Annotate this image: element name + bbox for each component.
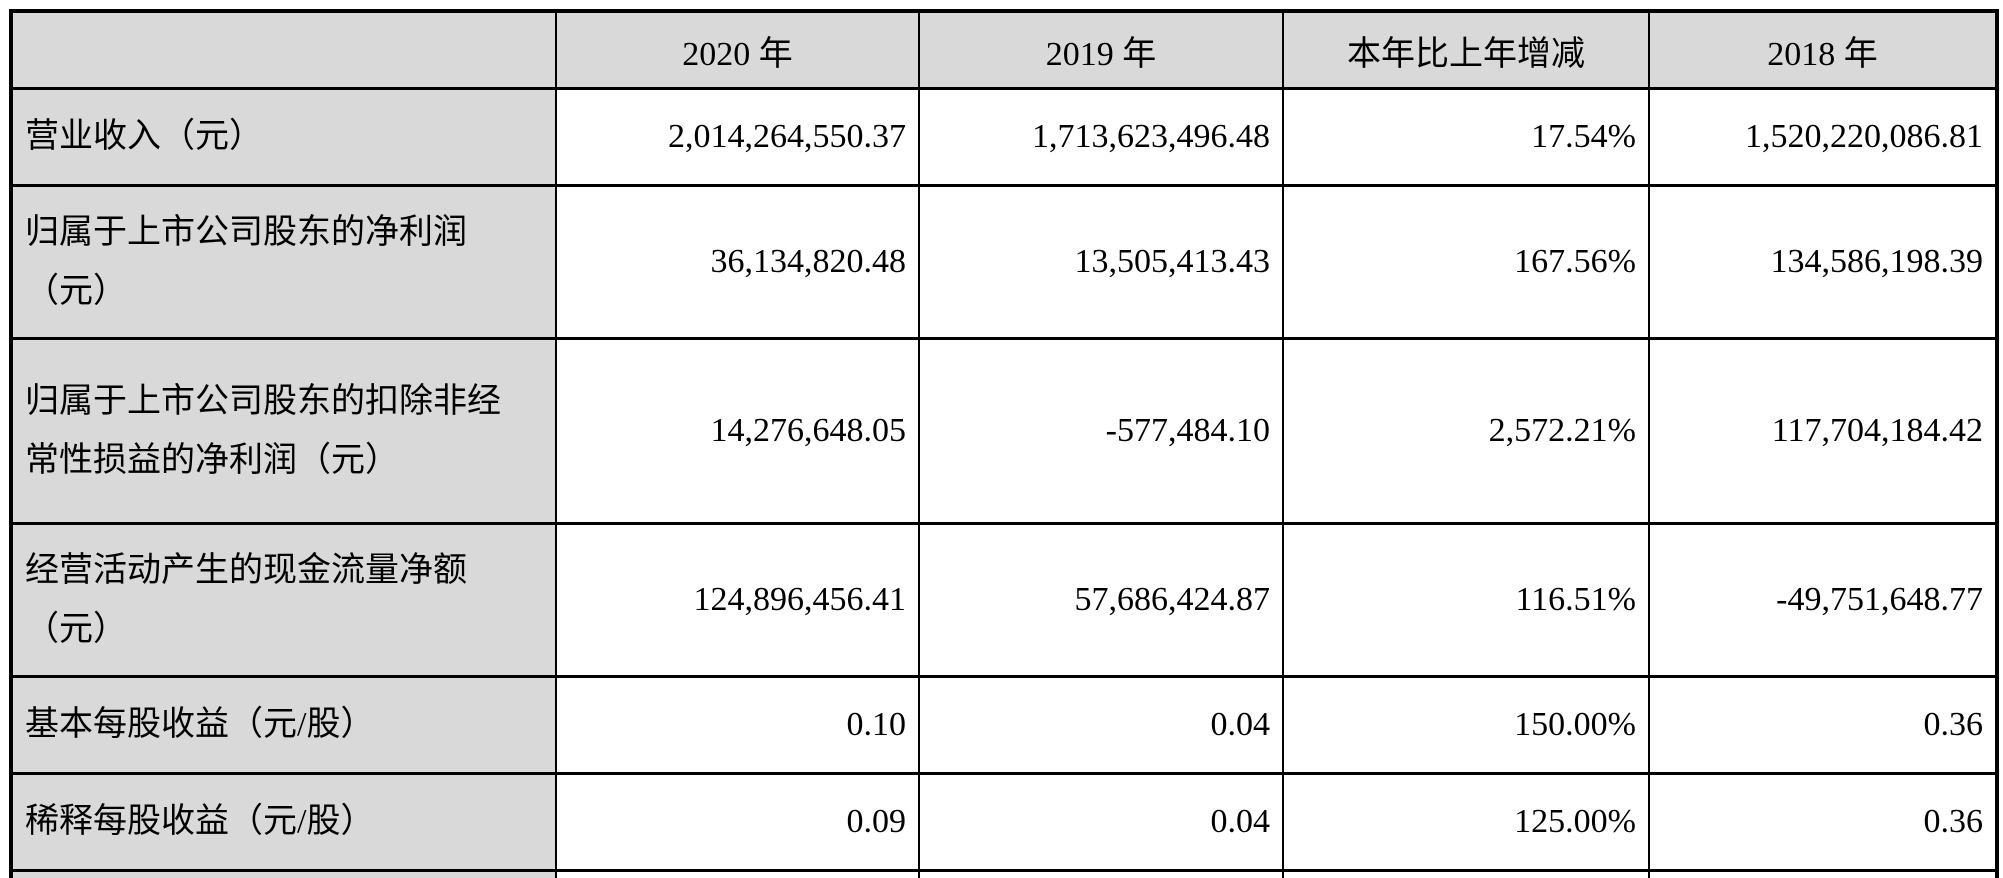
row-label: 基本每股收益（元/股） — [10, 675, 557, 775]
row-label: 经营活动产生的现金流量净额（元） — [10, 522, 557, 678]
row-label: 营业收入（元） — [10, 87, 557, 187]
table-row-net-profit: 归属于上市公司股东的净利润（元） 36,134,820.48 13,505,41… — [10, 184, 1998, 340]
table-row-weighted-avg-roe: 加权平均净资产收益率 2.85% 1.07% 1.78% 11.69% — [10, 869, 1998, 878]
value-change: 167.56% — [1282, 184, 1650, 340]
value-2019: -577,484.10 — [918, 337, 1284, 525]
row-label: 归属于上市公司股东的扣除非经常性损益的净利润（元） — [10, 337, 557, 525]
value-2019: 0.04 — [918, 772, 1284, 872]
value-2018: 134,586,198.39 — [1648, 184, 1998, 340]
value-change: 2,572.21% — [1282, 337, 1650, 525]
row-label: 加权平均净资产收益率 — [10, 869, 557, 878]
header-cell-2018: 2018 年 — [1648, 9, 1998, 90]
table-row-basic-eps: 基本每股收益（元/股） 0.10 0.04 150.00% 0.36 — [10, 675, 1998, 775]
value-2019: 13,505,413.43 — [918, 184, 1284, 340]
value-change: 116.51% — [1282, 522, 1650, 678]
header-cell-change: 本年比上年增减 — [1282, 9, 1650, 90]
value-2019: 1,713,623,496.48 — [918, 87, 1284, 187]
value-2019: 57,686,424.87 — [918, 522, 1284, 678]
table-row-diluted-eps: 稀释每股收益（元/股） 0.09 0.04 125.00% 0.36 — [10, 772, 1998, 872]
header-cell-2019: 2019 年 — [918, 9, 1284, 90]
value-2018: -49,751,648.77 — [1648, 522, 1998, 678]
value-change: 17.54% — [1282, 87, 1650, 187]
value-2018: 0.36 — [1648, 675, 1998, 775]
value-2019: 1.07% — [918, 869, 1284, 878]
value-2020: 2.85% — [555, 869, 920, 878]
row-label: 归属于上市公司股东的净利润（元） — [10, 184, 557, 340]
value-change: 125.00% — [1282, 772, 1650, 872]
table-row-revenue: 营业收入（元） 2,014,264,550.37 1,713,623,496.4… — [10, 87, 1998, 187]
value-2018: 117,704,184.42 — [1648, 337, 1998, 525]
value-2020: 2,014,264,550.37 — [555, 87, 920, 187]
value-2020: 0.10 — [555, 675, 920, 775]
value-2020: 0.09 — [555, 772, 920, 872]
value-2018: 0.36 — [1648, 772, 1998, 872]
table-header-row: 2020 年 2019 年 本年比上年增减 2018 年 — [10, 9, 1998, 90]
header-cell-2020: 2020 年 — [555, 9, 920, 90]
row-label: 稀释每股收益（元/股） — [10, 772, 557, 872]
value-2020: 36,134,820.48 — [555, 184, 920, 340]
value-2019: 0.04 — [918, 675, 1284, 775]
financial-summary-table: 2020 年 2019 年 本年比上年增减 2018 年 营业收入（元） 2,0… — [9, 9, 1999, 878]
table-row-operating-cash-flow: 经营活动产生的现金流量净额（元） 124,896,456.41 57,686,4… — [10, 522, 1998, 678]
value-change: 1.78% — [1282, 869, 1650, 878]
value-2018: 1,520,220,086.81 — [1648, 87, 1998, 187]
value-2020: 124,896,456.41 — [555, 522, 920, 678]
header-cell-blank — [10, 9, 557, 90]
value-2020: 14,276,648.05 — [555, 337, 920, 525]
table-row-net-profit-excl-nonrecurring: 归属于上市公司股东的扣除非经常性损益的净利润（元） 14,276,648.05 … — [10, 337, 1998, 525]
value-2018: 11.69% — [1648, 869, 1998, 878]
value-change: 150.00% — [1282, 675, 1650, 775]
